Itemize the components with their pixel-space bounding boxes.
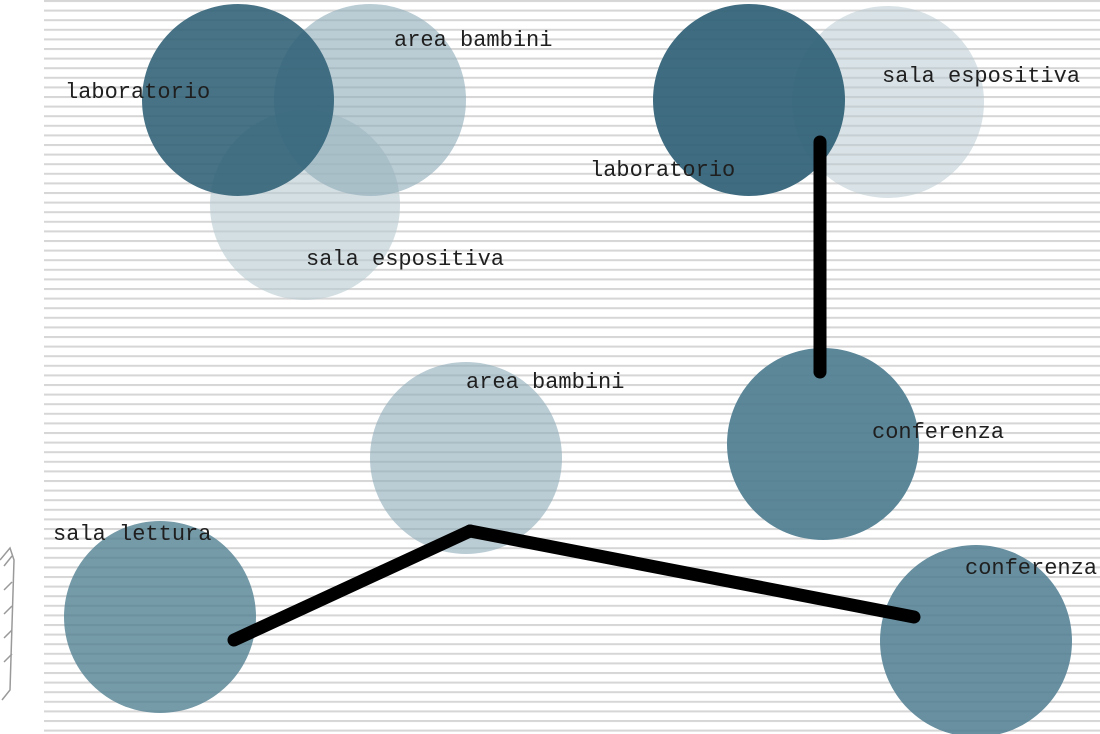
- node-circle: [792, 6, 984, 198]
- node-label: conferenza: [965, 556, 1097, 581]
- connector-line: [463, 524, 921, 624]
- connectors: [227, 135, 921, 647]
- node-circle: [142, 4, 334, 196]
- node-label: laboratorio: [65, 80, 210, 105]
- labels: area bambini laboratorio sala espositiva…: [53, 28, 1097, 581]
- node-label: laboratorio: [590, 158, 735, 183]
- sketch-fragment: [0, 546, 15, 701]
- node-circle: [274, 4, 466, 196]
- node-label: sala espositiva: [306, 247, 504, 272]
- node-label: conferenza: [872, 420, 1004, 445]
- node-label: sala espositiva: [882, 64, 1080, 89]
- node-label: sala lettura: [53, 522, 211, 547]
- connector-line: [227, 524, 477, 647]
- node-circle: [653, 4, 845, 196]
- space-circles: [64, 4, 1072, 734]
- node-circle: [64, 521, 256, 713]
- node-circle: [880, 545, 1072, 734]
- node-circle: [370, 362, 562, 554]
- node-label: area bambini: [466, 370, 624, 395]
- node-circle: [727, 348, 919, 540]
- node-label: area bambini: [394, 28, 552, 53]
